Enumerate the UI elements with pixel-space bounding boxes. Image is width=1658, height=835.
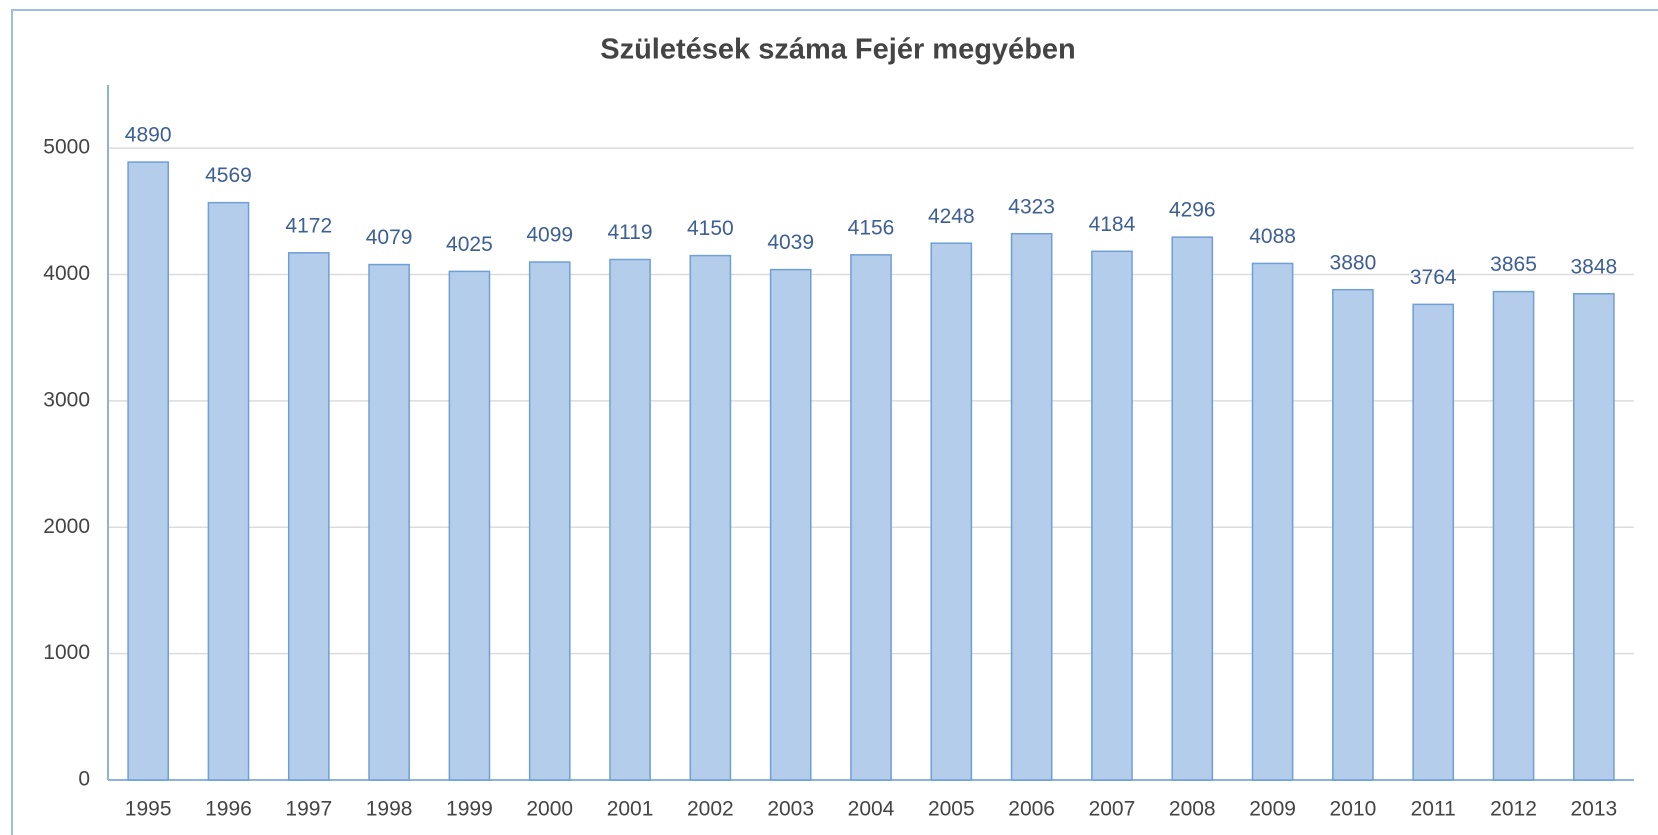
x-tick-label: 2010 [1330,798,1377,821]
y-tick-label: 0 [78,768,90,791]
bar [930,242,973,781]
value-label: 4119 [607,221,652,244]
x-tick-label: 2011 [1411,798,1456,821]
value-label: 4099 [526,224,573,247]
value-label: 4088 [1249,225,1296,248]
bar [1412,303,1455,781]
value-label: 4184 [1089,213,1136,236]
x-tick-label: 2009 [1249,798,1296,821]
bar [1492,290,1535,781]
x-tick-label: 2003 [767,798,814,821]
value-label: 4890 [125,124,172,147]
value-label: 3865 [1490,253,1537,276]
bar [1091,250,1133,781]
x-tick-label: 1999 [446,798,493,821]
bar [850,254,892,781]
value-label: 4025 [446,233,493,256]
bar [207,201,250,781]
y-tick-label: 4000 [43,262,90,285]
x-tick-label: 2008 [1169,798,1216,821]
value-label: 4079 [366,226,413,249]
y-tick-label: 1000 [43,641,90,664]
x-tick-label: 2012 [1490,798,1537,821]
bar [368,263,410,781]
x-tick-label: 1996 [205,798,252,821]
value-label: 4039 [767,231,814,254]
x-tick-label: 2000 [526,798,573,821]
bar [609,258,651,781]
bar [1251,262,1294,781]
bar [769,268,812,781]
bar [287,252,330,781]
value-label: 4248 [928,205,975,228]
value-label: 3880 [1330,251,1377,274]
x-tick-label: 2004 [848,798,895,821]
x-tick-label: 2002 [687,798,734,821]
y-tick-label: 3000 [43,388,90,411]
x-tick-label: 2005 [928,798,975,821]
x-tick-label: 2013 [1570,798,1617,821]
x-tick-label: 1997 [285,798,332,821]
value-label: 3764 [1410,266,1457,289]
value-label: 4323 [1008,195,1055,218]
value-label: 4296 [1169,199,1216,222]
x-tick-label: 2006 [1008,798,1055,821]
bar [528,261,571,781]
bar [448,270,491,781]
value-label: 3848 [1570,255,1617,278]
bar [689,254,732,781]
bar [1573,293,1615,781]
x-tick-label: 2007 [1089,798,1136,821]
bar [1171,236,1214,781]
x-tick-label: 2001 [607,798,654,821]
value-label: 4172 [285,214,332,237]
bar [1010,232,1053,781]
value-label: 4150 [687,217,734,240]
x-tick-label: 1995 [125,798,172,821]
x-tick-label: 1998 [366,798,413,821]
chart-title: Születések száma Fejér megyében [600,34,1076,66]
value-label: 4569 [205,164,252,187]
bar [1332,288,1374,781]
value-label: 4156 [848,216,895,239]
chart-frame [11,9,1658,835]
bar [127,161,169,781]
y-tick-label: 2000 [43,515,90,538]
y-tick-label: 5000 [43,136,90,159]
